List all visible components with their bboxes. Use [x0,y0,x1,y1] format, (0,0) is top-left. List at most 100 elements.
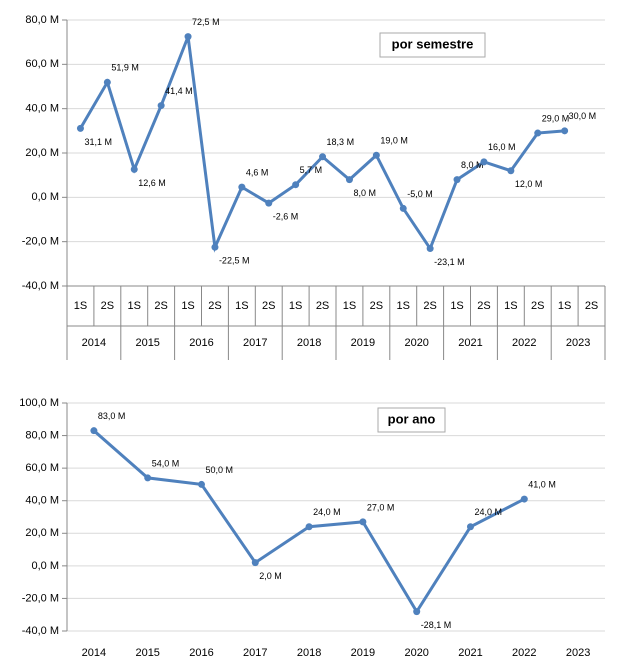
y-tick-label: 60,0 M [25,462,59,474]
x-tick-label: 1S [558,300,571,312]
y-tick-label: 40,0 M [25,495,59,507]
x-tick-label: 1S [343,300,356,312]
point [520,495,528,503]
data-label: 24,0 M [475,507,503,517]
point [251,559,259,567]
point [292,181,300,189]
x-tick-label: 2021 [458,647,482,659]
x-tick-label: 2016 [189,647,213,659]
data-label: -23,1 M [434,257,465,267]
y-tick-label: 80,0 M [25,429,59,441]
data-label: 27,0 M [367,502,395,512]
y-tick-label: 40,0 M [25,103,59,115]
data-label: 16,0 M [488,142,516,152]
x-tick-label: 2S [370,300,383,312]
x-tick-label: 2S [316,300,329,312]
y-tick-label: 0,0 M [31,560,59,572]
y-tick-label: 80,0 M [25,14,59,26]
x-tick-label: 2S [154,300,167,312]
x-tick-label: 2018 [297,647,321,659]
chart-title: por semestre [392,36,474,51]
x-tick-label: 1S [181,300,194,312]
point [157,102,165,110]
point [426,245,434,253]
group-label: 2015 [135,337,159,349]
x-tick-label: 2020 [404,647,428,659]
x-tick-label: 1S [74,300,87,312]
group-label: 2019 [351,337,375,349]
data-label: -5,0 M [407,189,433,199]
x-tick-label: 1S [289,300,302,312]
y-tick-label: -40,0 M [22,280,59,292]
data-label: 8,0 M [461,160,484,170]
point [211,243,219,251]
data-label: 72,5 M [192,17,220,27]
y-tick-label: -20,0 M [22,592,59,604]
data-label: 19,0 M [380,136,408,146]
y-tick-label: -20,0 M [22,236,59,248]
point [413,608,421,616]
data-label: 4,6 M [246,168,269,178]
data-label: 5,7 M [300,165,323,175]
point [467,523,474,531]
data-label: -28,1 M [421,620,452,630]
data-label: 8,0 M [353,188,376,198]
point [561,127,569,135]
data-label: -22,5 M [219,256,250,266]
x-tick-label: 2S [101,300,114,312]
x-tick-label: 2023 [566,647,590,659]
data-label: 83,0 M [98,411,126,421]
group-label: 2020 [404,337,428,349]
x-tick-label: 2015 [135,647,159,659]
chart-title: por ano [388,411,436,426]
y-tick-label: 60,0 M [25,58,59,70]
data-label: 2,0 M [259,571,282,581]
point [144,474,152,482]
x-tick-label: 1S [397,300,410,312]
point [184,33,192,41]
point [399,204,407,212]
x-tick-label: 1S [235,300,248,312]
point [76,124,84,132]
x-tick-label: 2022 [512,647,536,659]
x-tick-label: 2S [208,300,221,312]
x-tick-label: 1S [504,300,517,312]
x-tick-label: 2S [477,300,490,312]
data-label: 30,0 M [569,111,597,121]
point [265,199,273,207]
data-label: 12,0 M [515,179,543,189]
point [359,518,367,526]
y-tick-label: -40,0 M [22,625,59,637]
point [319,153,327,161]
x-tick-label: 2S [423,300,436,312]
title-box [379,32,486,58]
title-box [377,407,446,433]
data-label: 50,0 M [206,465,234,475]
x-tick-label: 2017 [243,647,267,659]
x-tick-label: 1S [450,300,463,312]
data-label: 31,1 M [84,137,112,147]
group-label: 2016 [189,337,213,349]
data-label: 24,0 M [313,507,341,517]
point [453,176,461,184]
group-label: 2017 [243,337,267,349]
data-label: 29,0 M [542,113,570,123]
point [534,129,542,137]
x-tick-label: 1S [128,300,141,312]
data-label: 54,0 M [152,458,180,468]
group-label: 2014 [82,337,106,349]
point [345,176,353,184]
group-label: 2021 [458,337,482,349]
x-tick-label: 2S [585,300,598,312]
point [130,165,138,173]
data-label: 12,6 M [138,178,166,188]
x-tick-label: 2019 [351,647,375,659]
x-tick-label: 2S [262,300,275,312]
point [198,480,205,488]
data-label: 18,3 M [327,137,355,147]
x-tick-label: 2S [531,300,544,312]
y-tick-label: 0,0 M [31,191,59,203]
point [507,167,515,175]
group-label: 2018 [297,337,321,349]
